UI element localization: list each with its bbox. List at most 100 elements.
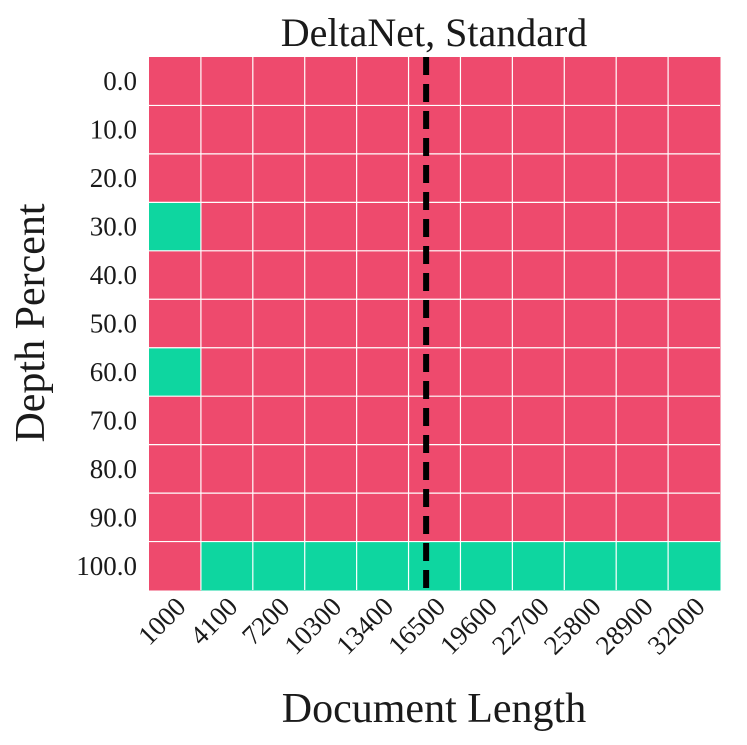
heatmap-cell (252, 153, 306, 203)
heatmap-cell (408, 444, 461, 494)
heatmap-cell (564, 541, 617, 591)
heatmap-cell (408, 105, 461, 155)
heatmap-cell (252, 347, 306, 397)
heatmap-cell (460, 396, 513, 446)
heatmap-cell (668, 105, 721, 155)
heatmap-cell (616, 444, 669, 494)
heatmap-cell (149, 541, 202, 591)
heatmap-cell (200, 396, 254, 446)
x-tick-label: 4100 (184, 591, 243, 650)
heatmap-cell (200, 105, 254, 155)
heatmap-cell (200, 541, 254, 591)
heatmap-cell (252, 444, 306, 494)
heatmap-cell (356, 493, 410, 543)
heatmap-cell (304, 153, 358, 203)
heatmap-cell (668, 153, 721, 203)
heatmap-cell (616, 396, 669, 446)
heatmap-cell (616, 541, 669, 591)
heatmap-cell (564, 396, 617, 446)
heatmap-cell (304, 299, 358, 349)
heatmap-cell (460, 202, 513, 252)
heatmap-cell (668, 347, 721, 397)
heatmap-cell (460, 444, 513, 494)
heatmap-cell (616, 153, 669, 203)
heatmap-cell (149, 493, 202, 543)
y-tick-label: 40.0 (90, 260, 137, 290)
heatmap-cell (408, 347, 461, 397)
heatmap-cell (668, 444, 721, 494)
heatmap-cell (252, 396, 306, 446)
heatmap-cell (616, 202, 669, 252)
heatmap-cell (356, 347, 410, 397)
heatmap-cell (512, 493, 565, 543)
heatmap-cell (460, 493, 513, 543)
heatmap-cell (356, 153, 410, 203)
y-tick-label: 100.0 (76, 551, 137, 581)
y-tick-label: 10.0 (90, 115, 137, 145)
heatmap-cell (304, 493, 358, 543)
x-tick-label: 10300 (278, 591, 347, 660)
heatmap-cell (304, 444, 358, 494)
heatmap-cell (512, 250, 565, 300)
heatmap-cell (616, 493, 669, 543)
heatmap-cell (616, 105, 669, 155)
y-tick-labels: 0.0 10.0 20.0 30.0 40.0 50.0 60.0 70.0 80.0 90.0 1… (76, 66, 137, 581)
heatmap-cell (408, 250, 461, 300)
heatmap-cell (564, 444, 617, 494)
heatmap-cell (200, 347, 254, 397)
heatmap-cell (356, 105, 410, 155)
heatmap-cell (356, 202, 410, 252)
heatmap-cell (304, 541, 358, 591)
heatmap-cell (512, 444, 565, 494)
heatmap-cell (356, 396, 410, 446)
heatmap-cell (460, 105, 513, 155)
heatmap-cell (356, 541, 410, 591)
heatmap-cell (668, 250, 721, 300)
heatmap-cell (149, 153, 202, 203)
heatmap-cell (200, 250, 254, 300)
heatmap-cell (252, 105, 306, 155)
heatmap-cell (304, 105, 358, 155)
y-tick-label: 90.0 (90, 502, 137, 532)
y-tick-label: 0.0 (103, 66, 137, 96)
heatmap-cell (616, 347, 669, 397)
heatmap-cell (512, 202, 565, 252)
heatmap-cell (408, 202, 461, 252)
heatmap-cell (616, 250, 669, 300)
heatmap-cell (356, 299, 410, 349)
heatmap-cell (564, 105, 617, 155)
heatmap-cell (304, 57, 358, 106)
heatmap-cell (149, 57, 202, 106)
heatmap-cell (460, 153, 513, 203)
heatmap-cell (252, 202, 306, 252)
heatmap-cell (512, 299, 565, 349)
chart-title: DeltaNet, Standard (281, 10, 588, 55)
heatmap-cell (460, 347, 513, 397)
heatmap-cell (564, 250, 617, 300)
x-tick-labels: 1000410072001030013400165001960022700258… (132, 591, 710, 660)
heatmap-cell (149, 250, 202, 300)
heatmap-gridlines (149, 57, 720, 590)
heatmap-cell (200, 202, 254, 252)
heatmap-cell (564, 347, 617, 397)
heatmap-cell (668, 202, 721, 252)
heatmap-cell (512, 347, 565, 397)
heatmap-cell (200, 153, 254, 203)
heatmap-cell (356, 444, 410, 494)
heatmap-cell (512, 396, 565, 446)
y-tick-label: 30.0 (90, 212, 137, 242)
heatmap-cell (356, 250, 410, 300)
y-tick-label: 70.0 (90, 405, 137, 435)
heatmap-cell (252, 541, 306, 591)
x-tick-label: 25800 (538, 591, 607, 660)
heatmap-cell (252, 493, 306, 543)
heatmap-cell (252, 57, 306, 106)
heatmap-cell (200, 444, 254, 494)
y-tick-label: 60.0 (90, 357, 137, 387)
y-axis-label: Depth Percent (8, 203, 54, 442)
heatmap-cell (408, 57, 461, 106)
heatmap-cell (512, 153, 565, 203)
heatmap-cell (668, 396, 721, 446)
heatmap-cell (200, 57, 254, 106)
